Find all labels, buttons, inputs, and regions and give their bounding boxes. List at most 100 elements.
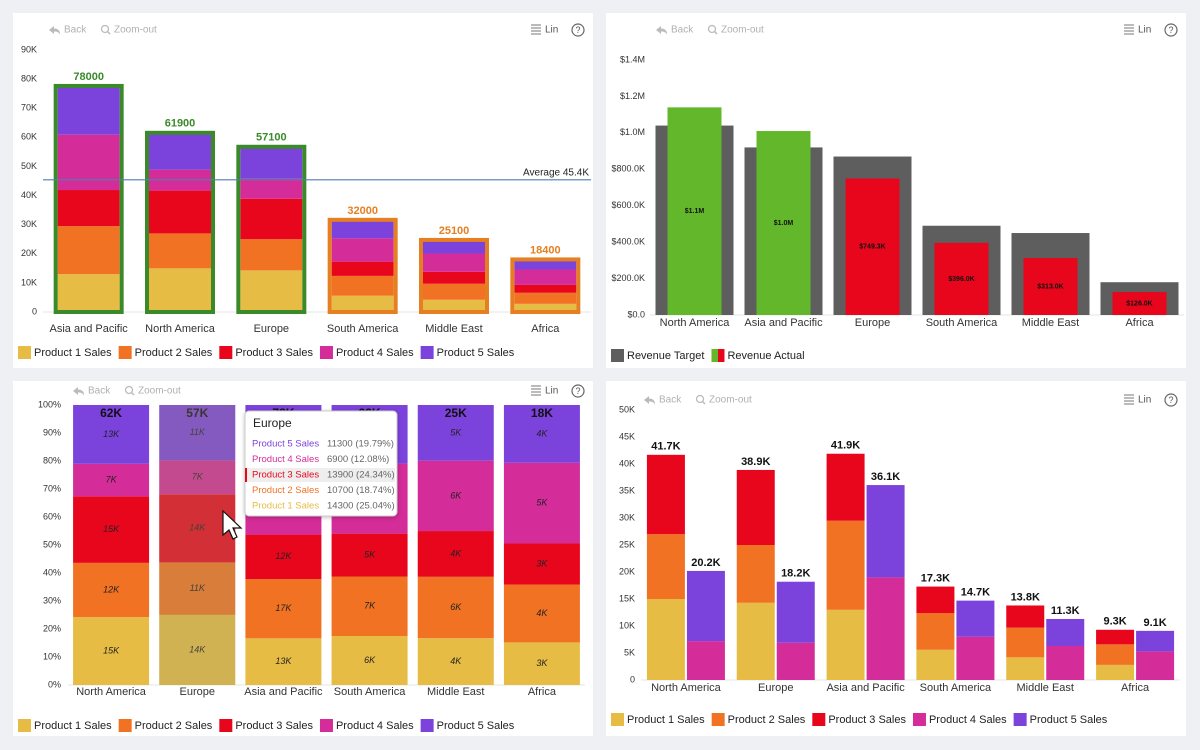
scale-button[interactable]: Lin [1138, 25, 1151, 36]
back-button[interactable]: Back [88, 386, 111, 397]
total-label: 78000 [73, 71, 104, 83]
bar-segment [240, 270, 303, 312]
bar-segment [736, 545, 775, 603]
legend-icon [18, 719, 31, 732]
bar-segment [417, 638, 494, 685]
legend-icon [219, 346, 233, 359]
x-tick-label: South America [334, 686, 406, 698]
back-button[interactable]: Back [659, 395, 682, 406]
stack-label: 41.9K [831, 440, 860, 452]
chart-panel: Back Zoom-out Lin ? 0 5K 10K 15K 20K 25K 30K 35K 40K… [606, 381, 1186, 736]
x-tick-label: Middle East [427, 686, 484, 698]
bar-segment [73, 617, 150, 685]
bar-segment [514, 303, 577, 312]
bar-outline [419, 237, 489, 314]
legend-label: Product 3 Sales [235, 720, 313, 732]
y-tick-label: 60% [43, 511, 61, 521]
legend-icon [611, 713, 624, 726]
bar-segment [736, 602, 775, 680]
legend-label: Product 1 Sales [34, 720, 112, 732]
tooltip-title: Europe [253, 416, 292, 430]
bar-segment [646, 534, 685, 599]
x-tick-label: Europe [758, 682, 793, 694]
stack-label: 9.3K [1103, 616, 1126, 628]
bar-segment [503, 642, 580, 685]
bar-segment [331, 576, 408, 636]
total-label: 61900 [165, 118, 196, 130]
tooltip-row-name: Product 2 Sales [252, 485, 319, 496]
y-tick-label: 40K [21, 190, 37, 200]
back-icon [49, 26, 60, 35]
x-tick-label: Asia and Pacific [50, 323, 129, 335]
stack-label: 38.9K [741, 456, 770, 468]
cursor [222, 509, 243, 540]
y-tick-label: 15K [619, 593, 635, 603]
x-tick-label: Middle East [1017, 682, 1074, 694]
zoom-icon [100, 24, 110, 34]
value-label: $396.0K [948, 276, 974, 283]
zoom-icon [713, 30, 718, 35]
y-tick-label: 70K [21, 103, 37, 113]
zoom-icon [701, 400, 706, 405]
x-tick-label: North America [145, 323, 216, 335]
bar-segment [423, 238, 485, 254]
y-tick-label: 10% [43, 651, 61, 661]
actual-bar [934, 242, 989, 315]
y-tick-label: 10K [21, 277, 37, 287]
x-tick-label: Africa [1121, 682, 1150, 694]
bar-segment [240, 178, 303, 199]
scale-button[interactable]: Lin [1138, 395, 1151, 406]
legend-label: Product 1 Sales [627, 714, 705, 726]
total-label: 18K [531, 406, 553, 420]
total-label: 57100 [256, 132, 287, 144]
bar-segment [149, 131, 211, 170]
zoom-out-button[interactable]: Zoom-out [114, 25, 157, 36]
total-label: 18400 [530, 244, 561, 256]
zoom-out-button[interactable]: Zoom-out [138, 386, 181, 397]
legend-icon [1013, 713, 1027, 726]
tooltip-row-value: 6900 (12.08%) [327, 454, 389, 465]
help-button[interactable]: ? [575, 25, 580, 35]
y-tick-label: 20K [619, 566, 635, 576]
help-button[interactable]: ? [1168, 395, 1173, 405]
legend-label: Product 3 Sales [828, 714, 906, 726]
stack-label: 9.1K [1143, 617, 1166, 629]
segment-label: 15K [103, 524, 120, 534]
tooltip-row-value: 10700 (18.74%) [327, 485, 395, 496]
segment-label: 12K [103, 584, 120, 594]
legend-icon [711, 349, 718, 362]
back-button[interactable]: Back [671, 25, 694, 36]
y-tick-label: 80K [21, 73, 37, 83]
actual-bar [1112, 292, 1167, 315]
x-tick-label: Africa [528, 686, 557, 698]
y-tick-label: $1.2M [620, 91, 645, 101]
value-label: $1.0M [774, 220, 794, 227]
x-tick-label: Africa [531, 323, 560, 335]
legend-label: Product 4 Sales [336, 720, 414, 732]
bar-segment [417, 460, 494, 532]
zoom-out-button[interactable]: Zoom-out [721, 25, 764, 36]
bar-outline [145, 130, 215, 315]
scale-button[interactable]: Lin [545, 25, 558, 36]
back-icon [644, 396, 655, 405]
y-tick-label: 70% [43, 483, 61, 493]
bar-segment [240, 145, 303, 179]
back-button[interactable]: Back [64, 25, 87, 36]
zoom-out-button[interactable]: Zoom-out [709, 395, 752, 406]
help-button[interactable]: ? [1168, 25, 1173, 35]
back-icon [73, 387, 84, 396]
bar-segment [514, 292, 577, 304]
y-tick-label: 10K [619, 620, 635, 630]
total-label: 25100 [439, 225, 470, 237]
bar-segment [149, 268, 211, 312]
bar-segment [866, 577, 905, 680]
bar-segment [159, 614, 236, 685]
x-tick-label: South America [926, 317, 998, 329]
bar-segment [159, 405, 236, 461]
scale-button[interactable]: Lin [545, 386, 558, 397]
tooltip-row-marker [245, 468, 247, 482]
segment-label: 14K [189, 523, 206, 533]
legend-label: Product 1 Sales [34, 347, 112, 359]
bar-segment [686, 570, 725, 642]
help-button[interactable]: ? [575, 386, 580, 396]
